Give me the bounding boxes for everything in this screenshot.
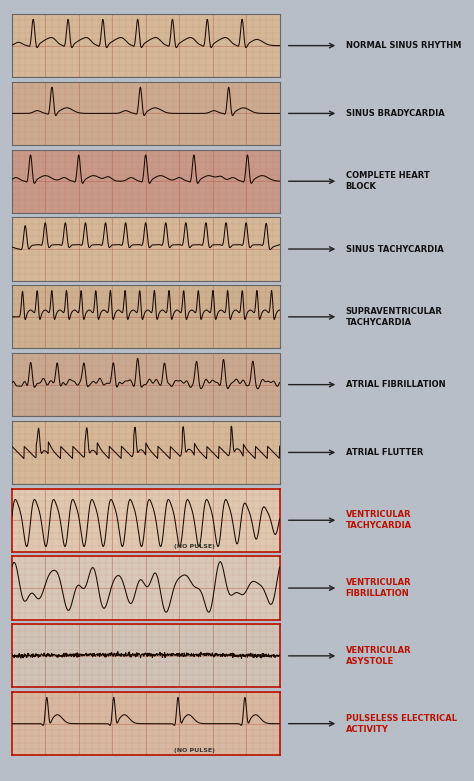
- Text: ATRIAL FIBRILLATION: ATRIAL FIBRILLATION: [346, 380, 445, 389]
- Text: NORMAL SINUS RHYTHM: NORMAL SINUS RHYTHM: [346, 41, 461, 50]
- Text: SINUS TACHYCARDIA: SINUS TACHYCARDIA: [346, 244, 444, 254]
- Text: (NO PULSE): (NO PULSE): [173, 544, 214, 549]
- Text: SUPRAVENTRICULAR
TACHYCARDIA: SUPRAVENTRICULAR TACHYCARDIA: [346, 307, 443, 327]
- Text: ATRIAL FLUTTER: ATRIAL FLUTTER: [346, 448, 423, 457]
- Text: PULSELESS ELECTRICAL
ACTIVITY: PULSELESS ELECTRICAL ACTIVITY: [346, 714, 456, 733]
- Text: (NO PULSE): (NO PULSE): [173, 747, 214, 753]
- Text: VENTRICULAR
FIBRILLATION: VENTRICULAR FIBRILLATION: [346, 578, 411, 598]
- Text: VENTRICULAR
TACHYCARDIA: VENTRICULAR TACHYCARDIA: [346, 510, 412, 530]
- Text: COMPLETE HEART
BLOCK: COMPLETE HEART BLOCK: [346, 171, 429, 191]
- Text: VENTRICULAR
ASYSTOLE: VENTRICULAR ASYSTOLE: [346, 646, 411, 666]
- Text: SINUS BRADYCARDIA: SINUS BRADYCARDIA: [346, 109, 445, 118]
